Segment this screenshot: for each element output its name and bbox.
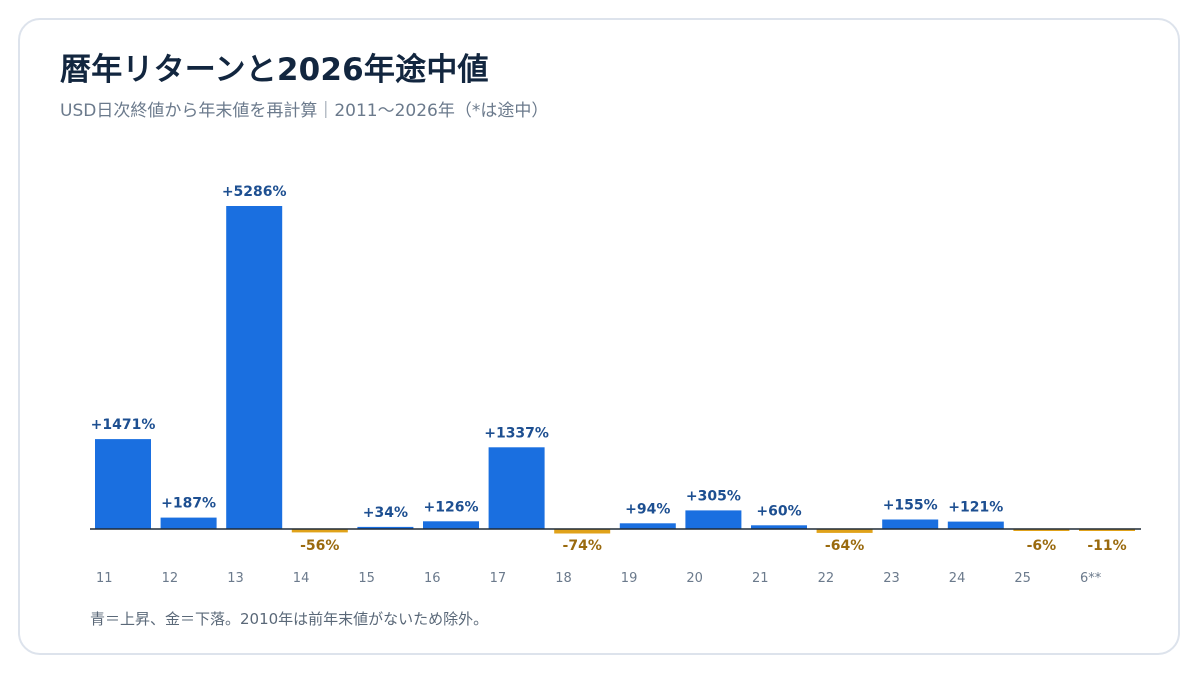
bar-12 — [160, 517, 217, 529]
bar-value-label: +121% — [948, 500, 1003, 516]
bar-13 — [226, 206, 283, 529]
bar-value-label: +155% — [883, 498, 938, 514]
bar-value-label: +1337% — [484, 425, 549, 441]
bar-22 — [816, 529, 873, 533]
bar-6** — [1079, 529, 1135, 531]
bar-value-label: +305% — [686, 488, 741, 504]
bar-value-label: +1471% — [91, 417, 156, 433]
bar-value-label: +94% — [625, 501, 670, 517]
chart-title: 暦年リターンと2026年途中値 — [60, 52, 489, 88]
x-tick-label: 25 — [1014, 571, 1031, 586]
bar-value-label: +187% — [161, 496, 216, 512]
bar-14 — [291, 529, 348, 533]
bar-value-label: -6% — [1027, 538, 1057, 554]
x-tick-label: 11 — [96, 571, 113, 586]
bar-value-label: +126% — [424, 499, 479, 515]
x-tick-label: 14 — [293, 571, 310, 586]
x-tick-label: 15 — [358, 571, 375, 586]
x-tick-label: 18 — [555, 571, 572, 586]
x-tick-label: 23 — [883, 571, 900, 586]
chart-footnote: 青＝上昇、金＝下落。2010年は前年末値がないため除外。 — [90, 610, 489, 628]
bar-18 — [554, 529, 611, 534]
x-tick-label: 12 — [162, 571, 179, 586]
bar-value-label: +5286% — [222, 184, 287, 200]
bar-value-label: -56% — [300, 538, 339, 554]
bar-11 — [95, 439, 151, 529]
bar-19 — [619, 523, 676, 529]
bar-value-label: -74% — [563, 538, 602, 554]
bar-value-label: -64% — [825, 538, 864, 554]
bar-value-label: +60% — [756, 503, 801, 519]
x-tick-label: 17 — [490, 571, 507, 586]
x-tick-label: 24 — [949, 571, 966, 586]
bar-23 — [882, 519, 939, 529]
chart-card — [18, 18, 1180, 655]
bar-25 — [1013, 529, 1070, 531]
bar-value-label: +34% — [363, 505, 408, 521]
bar-15 — [357, 526, 414, 529]
bar-16 — [423, 521, 479, 529]
x-tick-label: 6** — [1080, 571, 1102, 586]
bar-24 — [947, 521, 1004, 529]
bar-17 — [488, 447, 545, 529]
x-tick-label: 20 — [686, 571, 703, 586]
x-tick-label: 19 — [621, 571, 638, 586]
bar-21 — [751, 525, 807, 529]
bar-20 — [685, 510, 742, 529]
bar-value-label: -11% — [1087, 538, 1126, 554]
x-tick-label: 16 — [424, 571, 441, 586]
chart-subtitle: USD日次終値から年末値を再計算｜2011〜2026年（*は途中） — [60, 101, 549, 121]
x-tick-label: 22 — [818, 571, 835, 586]
x-tick-label: 21 — [752, 571, 769, 586]
x-tick-label: 13 — [227, 571, 244, 586]
